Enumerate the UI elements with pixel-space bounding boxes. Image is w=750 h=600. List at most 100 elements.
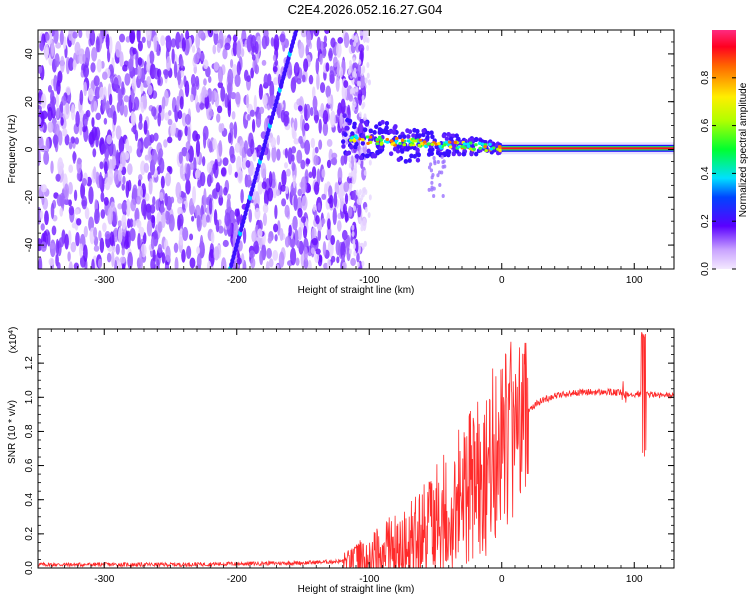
noise-speckle [363,186,367,193]
noise-blob [118,33,126,43]
noise-blob [253,240,259,255]
noise-blob [177,129,182,142]
noise-blob [170,196,175,204]
noise-blob [50,202,55,220]
noise-blob [38,136,44,152]
noise-blob [99,86,105,101]
noise-blob [272,54,277,62]
noise-blob [230,153,236,164]
noise-blob [227,193,231,201]
noise-blob [212,44,217,55]
noise-blob [327,218,331,230]
noise-blob [222,157,229,167]
noise-blob [135,218,141,227]
noise-blob [202,125,209,141]
noise-blob [91,47,98,62]
tone-hotspot [400,138,405,142]
tone-tail-mark [442,159,446,164]
tone-tail-mark [432,193,436,198]
noise-blob [313,154,319,166]
noise-blob [173,242,179,253]
tone-band-mark [421,128,426,134]
noise-blob [151,215,156,229]
noise-blob [83,244,88,263]
noise-blob [273,223,279,233]
spectrogram-ytick-label: 40 [24,48,35,60]
noise-blob [75,232,80,247]
noise-blob [357,62,362,77]
tone-band-mark [396,144,401,150]
tone-band-mark [446,149,452,155]
noise-blob [303,246,308,262]
noise-blob [220,167,227,177]
noise-blob [218,140,223,157]
noise-speckle [357,159,361,166]
noise-blob [229,122,234,132]
noise-blob [97,258,103,269]
noise-blob [347,205,353,218]
noise-blob [141,36,146,43]
noise-speckle [356,261,360,268]
noise-blob [251,230,257,243]
noise-speckle [363,240,367,247]
noise-speckle [367,79,371,86]
noise-blob [137,57,143,66]
noise-blob [53,30,59,44]
noise-blob [130,88,135,104]
noise-blob [76,157,82,174]
spectrogram-heatmap [38,30,674,269]
noise-blob [93,100,98,113]
spectrogram-ytick-label: -20 [24,190,35,205]
noise-blob [232,40,238,57]
noise-blob [185,179,191,195]
noise-blob [350,257,356,267]
noise-blob [127,251,133,269]
noise-blob [200,52,205,62]
noise-blob [303,257,309,269]
noise-blob [271,145,277,163]
tone-hotspot [349,138,353,142]
noise-blob [214,92,220,108]
noise-blob [68,261,73,269]
noise-blob [79,243,84,258]
noise-blob [204,93,210,110]
tone-band-mark [469,151,474,157]
noise-blob [261,35,268,50]
noise-blob [217,66,224,84]
noise-blob [83,81,88,97]
noise-blob [298,42,305,59]
noise-speckle [355,36,359,43]
noise-blob [302,225,308,239]
noise-blob [206,260,212,269]
tone-hotspot [420,141,424,146]
noise-speckle [361,260,365,267]
noise-blob [161,252,166,264]
noise-blob [343,32,350,48]
tone-hotspot [478,146,483,150]
noise-blob [246,75,251,83]
noise-blob [293,138,300,145]
tone-hotspot [426,142,431,146]
colorbar-tick-label: 0.2 [700,214,711,228]
tone-hotspot [398,141,402,146]
noise-blob [146,54,151,70]
noise-blob [156,68,162,78]
noise-blob [307,184,312,193]
noise-blob [246,179,253,187]
noise-blob [273,77,279,86]
noise-speckle [354,168,358,175]
noise-blob [278,251,285,268]
noise-blob [216,42,221,54]
noise-blob [163,139,168,148]
noise-blob [92,166,97,180]
tone-band-mark [388,129,393,134]
noise-blob [220,123,225,132]
noise-blob [167,118,173,126]
noise-blob [43,43,50,59]
noise-blob [254,41,259,55]
noise-speckle [368,194,372,201]
noise-blob [236,257,242,265]
noise-blob [206,162,212,174]
